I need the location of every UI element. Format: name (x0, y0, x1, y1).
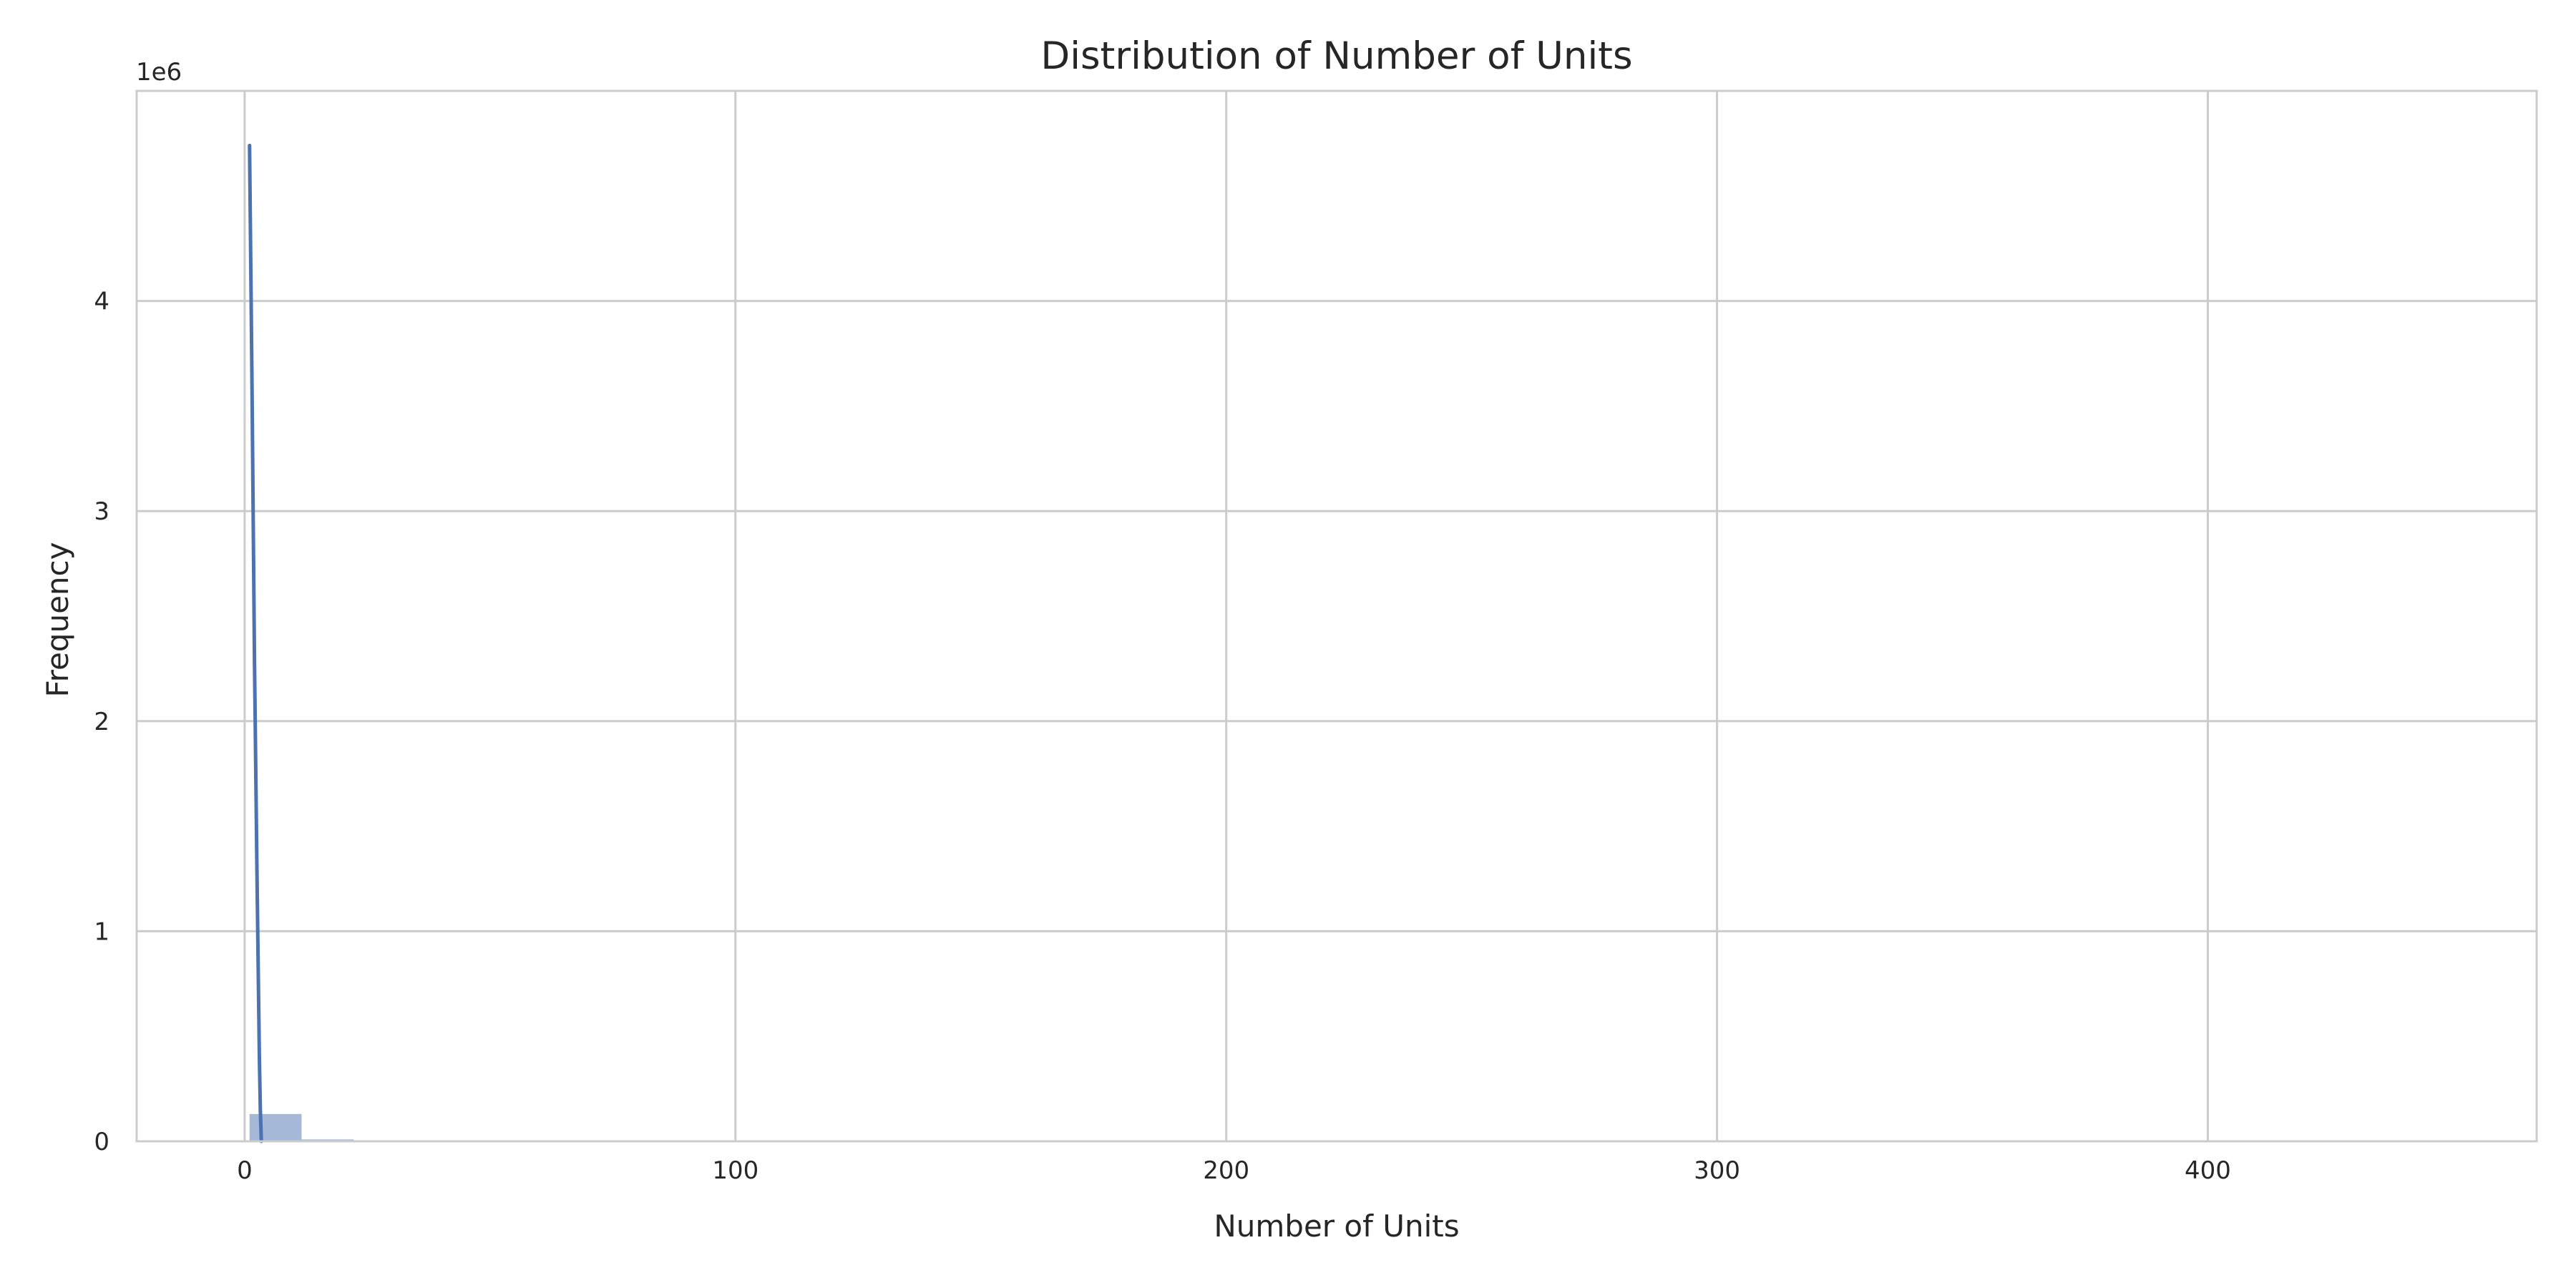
y-axis-title: Frequency (40, 542, 75, 698)
y-tick-label: 1 (94, 917, 109, 946)
x-tick-label: 300 (1694, 1156, 1740, 1185)
histogram-bar (249, 1113, 302, 1141)
x-tick-label: 100 (712, 1156, 758, 1185)
kde-line (248, 143, 263, 1143)
x-tick-labels: 0 100 200 300 400 (237, 1156, 2231, 1185)
chart-title: Distribution of Number of Units (1040, 34, 1632, 78)
y-tick-label: 3 (94, 497, 109, 526)
y-axis-offset-label: 1e6 (136, 58, 182, 87)
kde-curve (248, 143, 263, 1143)
x-tick-label: 400 (2185, 1156, 2231, 1185)
plot-frame (135, 89, 2538, 1143)
y-tick-label: 4 (94, 288, 109, 316)
x-axis-title: Number of Units (1214, 1209, 1459, 1244)
x-tick-label: 0 (237, 1156, 253, 1185)
y-tick-label: 0 (94, 1128, 109, 1156)
y-tick-labels: 0 1 2 3 4 (94, 288, 109, 1156)
plot-area (137, 91, 2537, 1141)
y-tick-label: 2 (94, 708, 109, 736)
x-tick-label: 200 (1203, 1156, 1249, 1185)
